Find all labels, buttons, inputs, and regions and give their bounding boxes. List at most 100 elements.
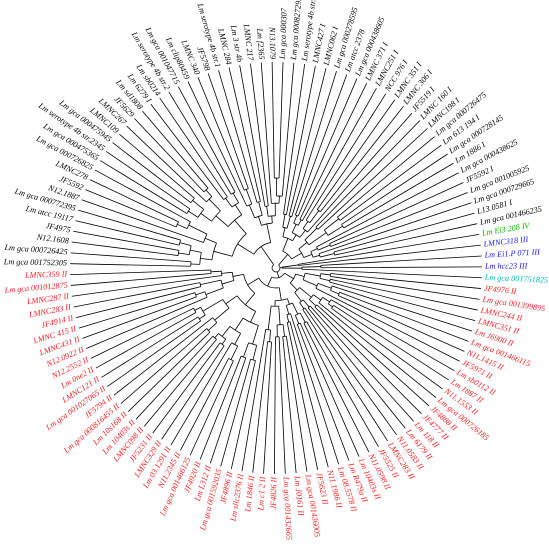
tree-branch (286, 314, 290, 323)
tree-branch (281, 264, 299, 268)
tree-branch (265, 186, 269, 207)
tree-branch (311, 338, 370, 453)
tree-branch (337, 255, 482, 265)
tree-branch (165, 215, 179, 223)
tree-branch-arc (294, 287, 300, 293)
tree-branch (208, 198, 221, 212)
tree-branch (284, 272, 294, 280)
tree-branch (251, 360, 256, 377)
tree-branch (337, 302, 455, 372)
tree-branch (312, 112, 413, 227)
tree-branch (330, 273, 337, 275)
tree-branch (289, 65, 316, 196)
tree-branch (225, 295, 238, 305)
tree-branch (78, 209, 168, 237)
tree-branch-arc (303, 321, 307, 324)
tree-branch (303, 253, 313, 258)
tree-branch (302, 221, 309, 229)
leaf-label: Lm hcc23 III (484, 261, 529, 270)
tree-branch-arc (299, 299, 304, 303)
tree-branch (94, 169, 184, 219)
tree-branch (286, 298, 290, 305)
tree-branch (232, 192, 239, 203)
tree-branch (167, 235, 181, 241)
tree-branch (168, 248, 179, 251)
tree-branch-arc (282, 236, 293, 242)
tree-branch (221, 326, 231, 337)
tree-branch (299, 302, 305, 309)
tree-branch (214, 342, 221, 351)
leaf-label: Lm J0161 II (292, 475, 305, 518)
tree-branch (313, 319, 398, 436)
tree-branch (252, 359, 266, 473)
leaf-label: Lm gca 001432665 (282, 476, 294, 541)
tree-branch-arc (186, 208, 191, 214)
tree-branch (190, 292, 196, 295)
tree-branch (317, 244, 331, 251)
tree-branch-arc (177, 250, 180, 256)
tree-branch (250, 311, 256, 323)
tree-branch (302, 207, 311, 221)
tree-branch (205, 287, 224, 295)
tree-branch (299, 312, 306, 323)
tree-branch (348, 314, 450, 381)
tree-branch (230, 376, 253, 470)
tree-branch (330, 299, 338, 304)
tree-branch (263, 357, 271, 474)
tree-branch (70, 252, 175, 261)
tree-branch (299, 229, 306, 238)
tree-branch (230, 183, 236, 193)
tree-branch (289, 335, 319, 470)
tree-branch (196, 296, 208, 303)
tree-branch (315, 219, 324, 228)
tree-branch (318, 302, 325, 308)
tree-branch-arc (310, 251, 314, 258)
tree-branch (285, 63, 306, 197)
tree-branch-arc (282, 226, 288, 229)
tree-branch-arc (240, 355, 246, 359)
tree-branch (100, 160, 181, 210)
tree-branch (291, 198, 298, 217)
tree-branch (314, 306, 323, 315)
tree-branch (260, 246, 275, 265)
tree-branch (282, 227, 286, 237)
tree-branch (267, 276, 273, 287)
tree-branch (135, 345, 205, 420)
tree-branch (215, 215, 229, 227)
tree-branch (73, 283, 194, 308)
tree-branch (214, 333, 219, 339)
tree-branch (224, 183, 232, 195)
tree-branch (178, 252, 190, 256)
tree-branch (168, 91, 225, 184)
tree-branch (308, 299, 317, 307)
tree-branch (331, 307, 349, 322)
tree-branch (295, 273, 305, 277)
tree-branch (192, 200, 204, 210)
tree-branch (343, 221, 355, 229)
tree-branch (228, 67, 260, 196)
tree-branch (180, 369, 224, 451)
tree-branch (85, 189, 164, 223)
tree-branch-arc (302, 307, 306, 310)
tree-branch (199, 314, 206, 320)
tree-branch (234, 204, 243, 216)
tree-branch (285, 305, 290, 315)
tree-branch (234, 333, 241, 345)
tree-branch (175, 190, 192, 204)
tree-branch (278, 306, 281, 325)
tree-branch-arc (197, 316, 201, 322)
tree-branch (169, 254, 179, 256)
tree-branch (299, 287, 312, 298)
tree-branch (188, 236, 204, 243)
leaf-label: Lm c1 2 II (256, 475, 267, 512)
tree-branch (197, 184, 205, 193)
tree-branch (214, 307, 230, 321)
tree-branch (333, 248, 346, 253)
tree-branch (186, 307, 194, 312)
tree-branch (319, 249, 331, 254)
tree-branch (288, 354, 308, 472)
tree-branch (188, 224, 208, 235)
tree-branch (241, 183, 245, 191)
tree-branch (193, 282, 201, 285)
